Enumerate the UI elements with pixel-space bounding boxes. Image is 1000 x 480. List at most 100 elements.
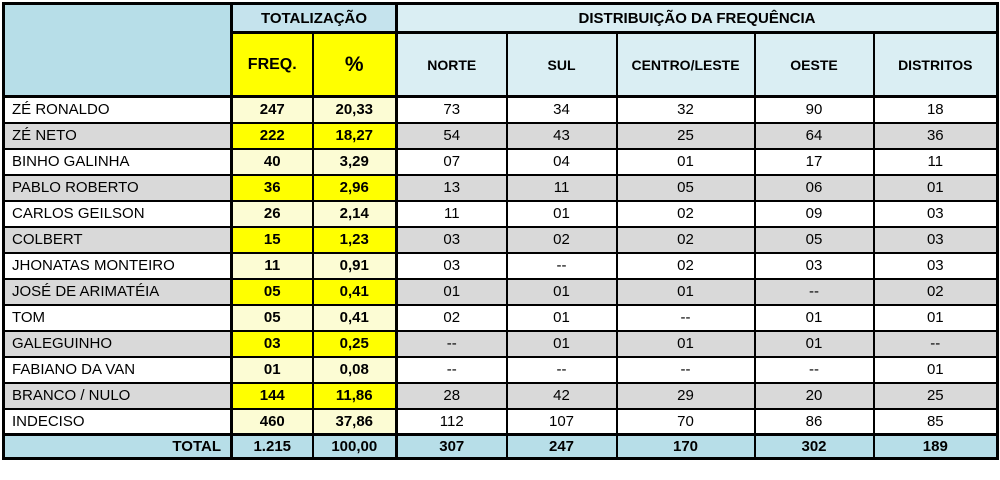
region-value-cell: --	[395, 329, 508, 358]
region-value-cell: 03	[872, 225, 999, 254]
region-value-cell: 54	[395, 121, 508, 150]
region-value-cell: 70	[615, 407, 756, 436]
candidate-name-cell: FABIANO DA VAN	[2, 355, 233, 384]
candidate-name-cell: JHONATAS MONTEIRO	[2, 251, 233, 280]
region-value-cell: --	[505, 355, 618, 384]
region-value-cell: 01	[505, 277, 618, 306]
region-value-cell: 02	[395, 303, 508, 332]
table-row: BRANCO / NULO 144 11,86 28 42 29 20 25	[2, 381, 999, 410]
region-value-cell: 42	[505, 381, 618, 410]
region-value-cell: 73	[395, 95, 508, 124]
table-row: JHONATAS MONTEIRO 11 0,91 03 -- 02 03 03	[2, 251, 999, 280]
candidate-name-cell: PABLO ROBERTO	[2, 173, 233, 202]
table-row: GALEGUINHO 03 0,25 -- 01 01 01 --	[2, 329, 999, 358]
region-value-cell: 01	[505, 303, 618, 332]
table-row: FABIANO DA VAN 01 0,08 -- -- -- -- 01	[2, 355, 999, 384]
region-value-cell: 90	[753, 95, 875, 124]
table-row: ZÉ NETO 222 18,27 54 43 25 64 36	[2, 121, 999, 150]
table-row: COLBERT 15 1,23 03 02 02 05 03	[2, 225, 999, 254]
table-row: CARLOS GEILSON 26 2,14 11 01 02 09 03	[2, 199, 999, 228]
region-value-cell: 02	[615, 251, 756, 280]
freq-column-header: FREQ.	[230, 31, 314, 98]
region-value-cell: 01	[753, 329, 875, 358]
region-value-cell: 64	[753, 121, 875, 150]
region-value-cell: 29	[615, 381, 756, 410]
percent-value-cell: 20,33	[311, 95, 399, 124]
region-header-distritos: DISTRITOS	[872, 31, 999, 98]
total-percent-cell: 100,00	[311, 433, 399, 460]
table-row: INDECISO 460 37,86 112 107 70 86 85	[2, 407, 999, 436]
total-region-cell: 189	[872, 433, 999, 460]
total-row: TOTAL 1.215 100,00 307 247 170 302 189	[2, 433, 999, 460]
region-value-cell: 32	[615, 95, 756, 124]
freq-value-cell: 01	[230, 355, 314, 384]
candidate-name-cell: BINHO GALINHA	[2, 147, 233, 176]
region-value-cell: 28	[395, 381, 508, 410]
freq-value-cell: 40	[230, 147, 314, 176]
total-region-cell: 302	[753, 433, 875, 460]
table-row: BINHO GALINHA 40 3,29 07 04 01 17 11	[2, 147, 999, 176]
region-value-cell: 43	[505, 121, 618, 150]
percent-value-cell: 18,27	[311, 121, 399, 150]
region-value-cell: 17	[753, 147, 875, 176]
freq-value-cell: 222	[230, 121, 314, 150]
region-value-cell: 09	[753, 199, 875, 228]
region-header-centro-leste: CENTRO/LESTE	[615, 31, 756, 98]
region-value-cell: 07	[395, 147, 508, 176]
percent-value-cell: 0,25	[311, 329, 399, 358]
candidate-name-cell: BRANCO / NULO	[2, 381, 233, 410]
region-value-cell: 01	[505, 329, 618, 358]
region-value-cell: 03	[753, 251, 875, 280]
region-value-cell: 25	[872, 381, 999, 410]
percent-value-cell: 3,29	[311, 147, 399, 176]
candidate-name-cell: JOSÉ DE ARIMATÉIA	[2, 277, 233, 306]
region-value-cell: 03	[872, 251, 999, 280]
region-value-cell: 05	[615, 173, 756, 202]
table-row: ZÉ RONALDO 247 20,33 73 34 32 90 18	[2, 95, 999, 124]
candidate-name-cell: ZÉ RONALDO	[2, 95, 233, 124]
region-value-cell: --	[753, 277, 875, 306]
region-value-cell: 06	[753, 173, 875, 202]
freq-value-cell: 460	[230, 407, 314, 436]
corner-cell	[2, 2, 233, 98]
distribuicao-header: DISTRIBUIÇÃO DA FREQUÊNCIA	[395, 2, 999, 34]
region-value-cell: 01	[395, 277, 508, 306]
region-value-cell: 20	[753, 381, 875, 410]
region-value-cell: 11	[395, 199, 508, 228]
percent-value-cell: 11,86	[311, 381, 399, 410]
region-value-cell: 01	[872, 173, 999, 202]
region-value-cell: 02	[615, 199, 756, 228]
freq-value-cell: 247	[230, 95, 314, 124]
region-value-cell: --	[872, 329, 999, 358]
region-value-cell: 11	[505, 173, 618, 202]
header-columns-row: FREQ. % NORTE SUL CENTRO/LESTE OESTE DIS…	[4, 31, 999, 98]
freq-value-cell: 03	[230, 329, 314, 358]
total-region-cell: 170	[615, 433, 756, 460]
region-value-cell: 18	[872, 95, 999, 124]
percent-value-cell: 0,91	[311, 251, 399, 280]
region-value-cell: 02	[872, 277, 999, 306]
region-value-cell: 36	[872, 121, 999, 150]
region-value-cell: 01	[753, 303, 875, 332]
freq-value-cell: 05	[230, 303, 314, 332]
table-row: TOM 05 0,41 02 01 -- 01 01	[2, 303, 999, 332]
region-value-cell: --	[395, 355, 508, 384]
region-value-cell: --	[505, 251, 618, 280]
region-value-cell: 11	[872, 147, 999, 176]
region-value-cell: 13	[395, 173, 508, 202]
region-value-cell: --	[615, 355, 756, 384]
region-value-cell: 01	[505, 199, 618, 228]
region-header-oeste: OESTE	[753, 31, 875, 98]
region-value-cell: --	[615, 303, 756, 332]
region-value-cell: 01	[615, 277, 756, 306]
candidate-name-cell: CARLOS GEILSON	[2, 199, 233, 228]
freq-value-cell: 144	[230, 381, 314, 410]
percent-value-cell: 0,41	[311, 277, 399, 306]
region-header-norte: NORTE	[395, 31, 508, 98]
percent-value-cell: 2,14	[311, 199, 399, 228]
region-header-sul: SUL	[505, 31, 618, 98]
table-footer: TOTAL 1.215 100,00 307 247 170 302 189	[2, 433, 999, 460]
region-value-cell: 05	[753, 225, 875, 254]
table-header: TOTALIZAÇÃO DISTRIBUIÇÃO DA FREQUÊNCIA F…	[2, 2, 999, 98]
region-value-cell: --	[753, 355, 875, 384]
